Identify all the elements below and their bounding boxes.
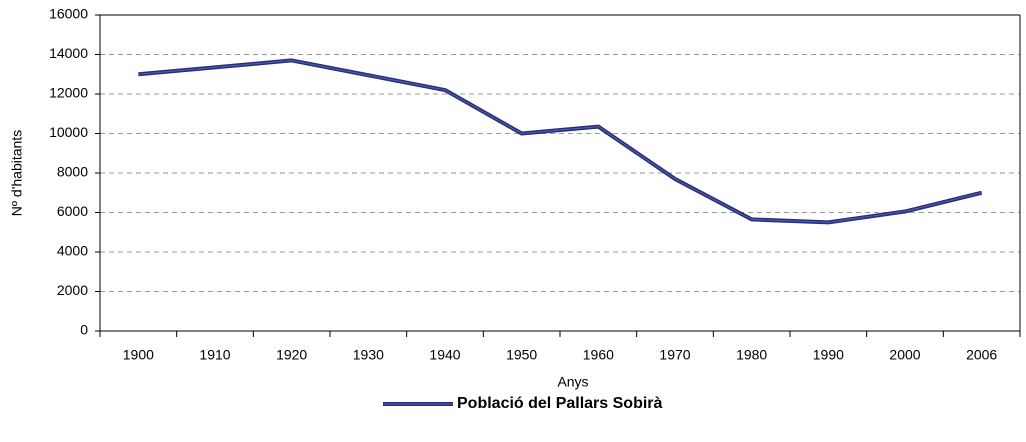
legend-label: Població del Pallars Sobirà — [457, 395, 663, 412]
x-tick-label: 1990 — [813, 347, 844, 363]
y-tick-label: 2000 — [57, 282, 88, 298]
x-tick-label: 1970 — [659, 347, 690, 363]
y-axis-label: Nº d'habitants — [9, 130, 25, 216]
x-tick-label: 2006 — [966, 347, 997, 363]
series-line-outline — [138, 58, 983, 225]
y-tick-label: 10000 — [49, 124, 88, 140]
x-tick-label: 1900 — [123, 347, 154, 363]
y-tick-label: 0 — [80, 322, 88, 338]
x-tick-label: 1930 — [353, 347, 384, 363]
y-tick-label: 8000 — [57, 164, 88, 180]
x-tick-label: 2000 — [889, 347, 920, 363]
x-tick-label: 1910 — [199, 347, 230, 363]
x-tick-label: 1980 — [736, 347, 767, 363]
x-tick-label: 1960 — [583, 347, 614, 363]
y-tick-label: 16000 — [49, 6, 88, 22]
series-line — [138, 59, 982, 223]
y-tick-label: 14000 — [49, 45, 88, 61]
y-tick-label: 12000 — [49, 85, 88, 101]
x-axis-label: Anys — [557, 374, 588, 390]
x-tick-label: 1940 — [429, 347, 460, 363]
y-tick-label: 4000 — [57, 243, 88, 259]
y-tick-label: 6000 — [57, 203, 88, 219]
x-tick-label: 1920 — [276, 347, 307, 363]
x-tick-label: 1950 — [506, 347, 537, 363]
